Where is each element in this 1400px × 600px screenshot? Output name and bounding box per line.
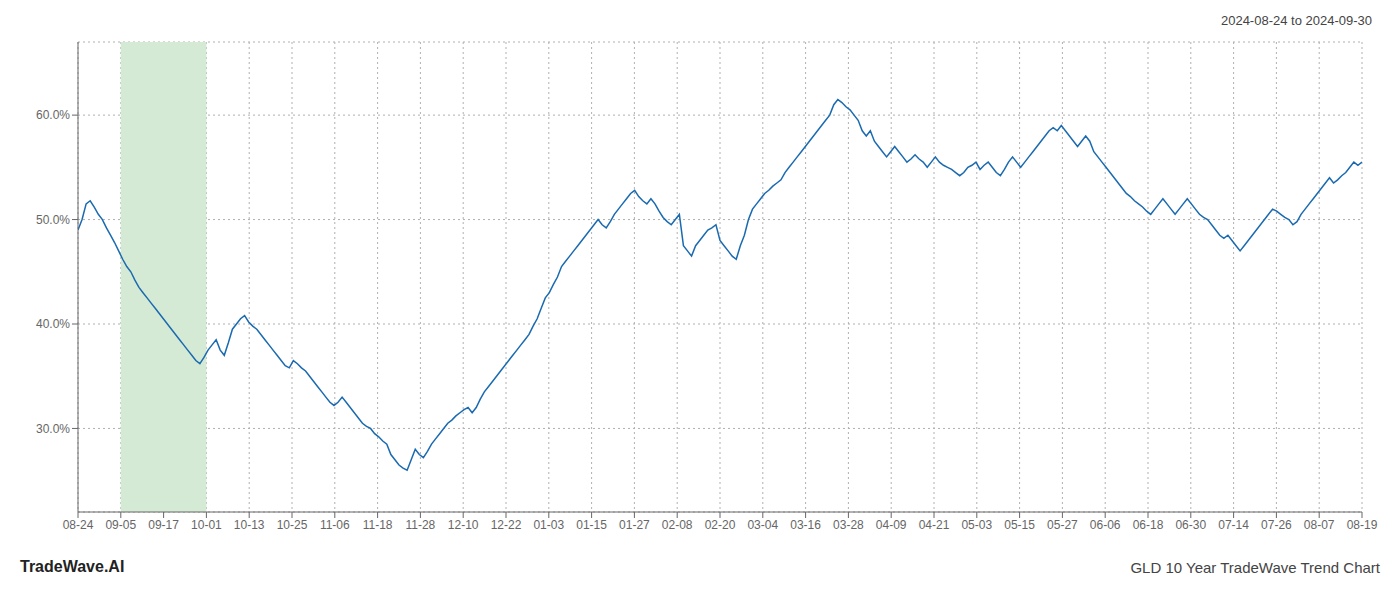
svg-text:12-10: 12-10 [448, 518, 479, 532]
svg-text:07-26: 07-26 [1261, 518, 1292, 532]
svg-text:11-28: 11-28 [405, 518, 435, 532]
html-text:GLD 10 Year TradeWave Trend Ch: GLD 10 Year TradeWave Trend Chart [1130, 558, 1380, 576]
svg-text:60.0%: 60.0% [36, 108, 70, 122]
svg-text:10-25: 10-25 [277, 518, 308, 532]
svg-text:08-07: 08-07 [1304, 518, 1335, 532]
html-text:2024-08-24 to 2024-09-30: 2024-08-24 to 2024-09-30 [1220, 12, 1372, 28]
svg-text:03-28: 03-28 [833, 518, 864, 532]
svg-text:04-21: 04-21 [919, 518, 950, 532]
svg-text:05-15: 05-15 [1004, 518, 1035, 532]
svg-text:50.0%: 50.0% [36, 213, 70, 227]
svg-text:05-03: 05-03 [961, 518, 992, 532]
svg-text:11-18: 11-18 [363, 518, 393, 532]
svg-text:07-14: 07-14 [1218, 518, 1249, 532]
svg-text:09-17: 09-17 [148, 518, 179, 532]
svg-text:04-09: 04-09 [876, 518, 907, 532]
svg-text:30.0%: 30.0% [36, 422, 70, 436]
svg-text:10-01: 10-01 [191, 518, 222, 532]
svg-text:06-06: 06-06 [1090, 518, 1121, 532]
svg-text:01-03: 01-03 [533, 518, 564, 532]
svg-text:11-06: 11-06 [320, 518, 350, 532]
svg-text:03-04: 03-04 [747, 518, 778, 532]
svg-text:08-19: 08-19 [1347, 518, 1378, 532]
svg-text:01-27: 01-27 [619, 518, 650, 532]
svg-text:02-08: 02-08 [662, 518, 693, 532]
svg-text:05-27: 05-27 [1047, 518, 1078, 532]
svg-text:10-13: 10-13 [234, 518, 265, 532]
svg-text:03-16: 03-16 [790, 518, 821, 532]
svg-text:01-15: 01-15 [576, 518, 607, 532]
svg-text:06-18: 06-18 [1133, 518, 1164, 532]
svg-text:08-24: 08-24 [63, 518, 94, 532]
svg-text:09-05: 09-05 [105, 518, 136, 532]
svg-text:40.0%: 40.0% [36, 317, 70, 331]
svg-text:02-20: 02-20 [705, 518, 736, 532]
svg-text:06-30: 06-30 [1175, 518, 1206, 532]
svg-text:12-22: 12-22 [491, 518, 522, 532]
html-text:TradeWave.AI: TradeWave.AI [20, 558, 125, 575]
